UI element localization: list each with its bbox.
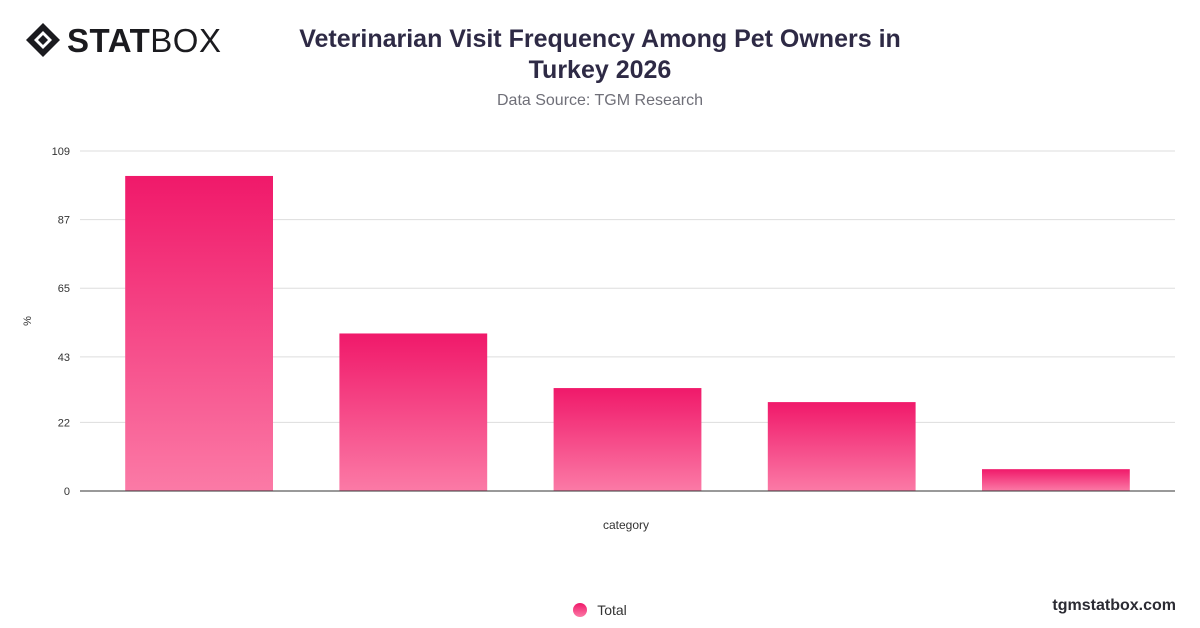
bar-5[interactable] [982, 469, 1130, 491]
x-axis-label: category [603, 518, 649, 532]
y-tick-label: 43 [58, 352, 70, 364]
chart-title: Veterinarian Visit Frequency Among Pet O… [299, 25, 901, 84]
bar-4[interactable] [767, 402, 916, 491]
diamond-logo-icon [26, 23, 60, 57]
logo-wordmark: STATBOX [67, 24, 221, 57]
bar-3[interactable] [553, 388, 702, 491]
y-tick-label: 65 [58, 283, 70, 295]
axes: 0 22 43 65 87 109 [52, 146, 1175, 498]
website-label: tgmstatbox.com [1052, 597, 1176, 614]
y-axis-label: % [22, 316, 34, 326]
statbox-logo: STATBOX [25, 22, 221, 58]
y-tick-label: 87 [58, 215, 70, 227]
legend: Total [0, 602, 1200, 618]
bar-1[interactable] [125, 175, 273, 491]
logo-light-text: BOX [150, 21, 222, 59]
bars [125, 175, 1130, 491]
legend-swatch-icon [573, 603, 588, 617]
y-tick-label: 22 [58, 417, 70, 429]
chart-subtitle: Data Source: TGM Research [496, 92, 703, 109]
logo-bold-text: STAT [67, 21, 151, 59]
legend-label-total: Total [597, 602, 627, 618]
y-tick-label: 0 [64, 486, 70, 498]
bar-2[interactable] [339, 333, 488, 491]
y-tick-label: 109 [52, 146, 70, 158]
